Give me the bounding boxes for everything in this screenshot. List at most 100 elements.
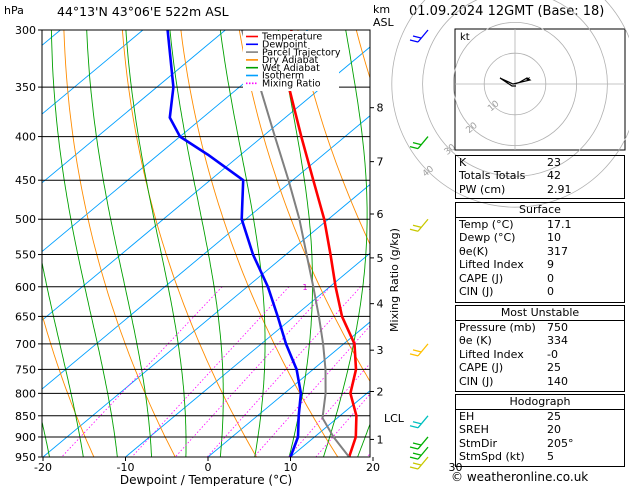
wind-barb-staff xyxy=(417,343,429,357)
isotherm-line xyxy=(42,115,370,390)
mu-value: -0 xyxy=(547,347,558,361)
km-tick-label: 1 xyxy=(377,433,384,446)
km-tick-label: 8 xyxy=(377,102,384,115)
pressure-tick-label: 750 xyxy=(15,363,36,376)
asl-unit-label: ASL xyxy=(373,16,394,29)
wind-barb-feather xyxy=(412,224,422,228)
surface-row: Temp (°C) 17.1 xyxy=(456,218,624,231)
isotherm-line xyxy=(207,321,370,457)
hodograph-panel: Hodograph EH 25 SREH 20 StmDir 205° StmSpd … xyxy=(455,394,625,467)
surface-row: Lifted Index 9 xyxy=(456,258,624,271)
hodograph-unit-label: kt xyxy=(460,32,470,43)
hodograph-frame xyxy=(454,28,626,151)
pressure-tick-label: 600 xyxy=(15,281,36,294)
pressure-tick-label: 500 xyxy=(15,213,36,226)
wind-barb-feather xyxy=(412,35,422,39)
isotherm-line xyxy=(42,46,370,321)
mu-value: 140 xyxy=(547,374,568,388)
wind-barb-feather xyxy=(409,39,419,43)
dry-adiabat-line xyxy=(63,30,176,457)
surface-label: Temp (°C) xyxy=(459,218,514,231)
legend-label: Mixing Ratio xyxy=(262,79,321,90)
wind-barb xyxy=(409,446,429,460)
wind-barb-staff xyxy=(417,446,429,460)
surface-value: 0 xyxy=(547,284,554,298)
dry-adiabat-line xyxy=(180,30,339,457)
isotherm-line xyxy=(42,30,144,115)
temperature-tick-label: 10 xyxy=(284,461,298,474)
mixing-ratio-label: 3 xyxy=(418,283,423,292)
wet-adiabat-line xyxy=(125,30,187,457)
surface-label: CIN (J) xyxy=(459,284,494,298)
mixing-ratio-line xyxy=(174,286,331,457)
temperature-line xyxy=(287,30,358,457)
mu-value: 750 xyxy=(547,321,568,334)
legend-label: Dewpoint xyxy=(262,40,307,51)
mixing-ratio-axis-title: Mixing Ratio (g/kg) xyxy=(388,228,401,332)
wind-barb xyxy=(409,415,429,429)
wind-barb xyxy=(409,343,429,357)
hodo-label: SREH xyxy=(459,423,489,437)
wind-barb-feather xyxy=(412,349,422,353)
pressure-tick-label: 850 xyxy=(15,410,36,423)
x-axis-title: Dewpoint / Temperature (°C) xyxy=(120,473,292,486)
parcel-trajectory-line xyxy=(240,30,350,457)
index-label: Totals Totals xyxy=(459,169,526,183)
dry-adiabat-line xyxy=(0,30,13,457)
surface-row: CAPE (J) 0 xyxy=(456,272,624,285)
surface-value: 9 xyxy=(547,258,554,272)
index-value: 23 xyxy=(547,156,561,169)
lcl-label: LCL xyxy=(384,412,405,425)
mu-label: CAPE (J) xyxy=(459,361,504,375)
most-unstable-panel: Most Unstable Pressure (mb) 750 θe (K) 334… xyxy=(455,305,625,392)
mu-label: Pressure (mb) xyxy=(459,321,536,334)
temperature-tick-label: -10 xyxy=(117,461,135,474)
hodo-label: StmSpd (kt) xyxy=(459,450,525,464)
hodo-value: 25 xyxy=(547,410,561,423)
wet-adiabat-line xyxy=(169,30,224,457)
mu-value: 25 xyxy=(547,361,561,375)
wind-barb-staff xyxy=(417,415,429,429)
temperature-tick-label: 0 xyxy=(205,461,212,474)
wind-barb-feather xyxy=(412,442,422,446)
km-unit-label: km xyxy=(373,3,391,16)
surface-value: 10 xyxy=(547,231,561,245)
wind-barb-feather xyxy=(409,228,419,232)
wind-barb-feather xyxy=(409,145,419,150)
surface-row: θe(K) 317 xyxy=(456,245,624,258)
temperature-tick-label: -20 xyxy=(34,461,52,474)
surface-row: Dewp (°C) 10 xyxy=(456,231,624,244)
hodo-value: 20 xyxy=(547,423,561,437)
isotherm-line xyxy=(125,252,370,457)
index-label: PW (cm) xyxy=(459,182,506,196)
wind-barb-staff xyxy=(417,218,429,232)
km-tick-label: 5 xyxy=(377,252,384,265)
legend-label: Dry Adiabat xyxy=(262,55,319,66)
pressure-tick-label: 350 xyxy=(15,81,36,94)
surface-row: CIN (J) 0 xyxy=(456,285,624,298)
wind-barb-feather xyxy=(412,462,422,466)
legend-label: Parcel Trajectory xyxy=(262,47,341,58)
location-label: 44°13'N 43°06'E 522m ASL xyxy=(57,4,229,19)
mu-row: Pressure (mb) 750 xyxy=(456,321,624,334)
wind-barb xyxy=(409,218,429,232)
wind-barb-feather xyxy=(409,446,419,450)
pressure-tick-label: 900 xyxy=(15,431,36,444)
mu-row: CIN (J) 140 xyxy=(456,375,624,388)
legend-label: Isotherm xyxy=(262,71,304,82)
hodo-row: SREH 20 xyxy=(456,423,624,436)
legend-label: Wet Adiabat xyxy=(262,63,320,74)
surface-label: CAPE (J) xyxy=(459,271,504,285)
wind-barb xyxy=(409,136,429,150)
wind-barb-feather xyxy=(409,425,419,429)
hodograph-trace xyxy=(499,77,532,87)
wind-barb-feather xyxy=(409,466,419,470)
wind-barb-feather xyxy=(409,353,419,357)
mu-value: 334 xyxy=(547,334,568,348)
km-tick-label: 7 xyxy=(377,156,384,169)
indices-panel: K 23 Totals Totals 42 PW (cm) 2.91 xyxy=(455,155,625,199)
index-value: 42 xyxy=(547,169,561,183)
surface-label: Lifted Index xyxy=(459,258,524,272)
index-label: K xyxy=(459,156,467,169)
mixing-ratio-line xyxy=(131,286,290,457)
